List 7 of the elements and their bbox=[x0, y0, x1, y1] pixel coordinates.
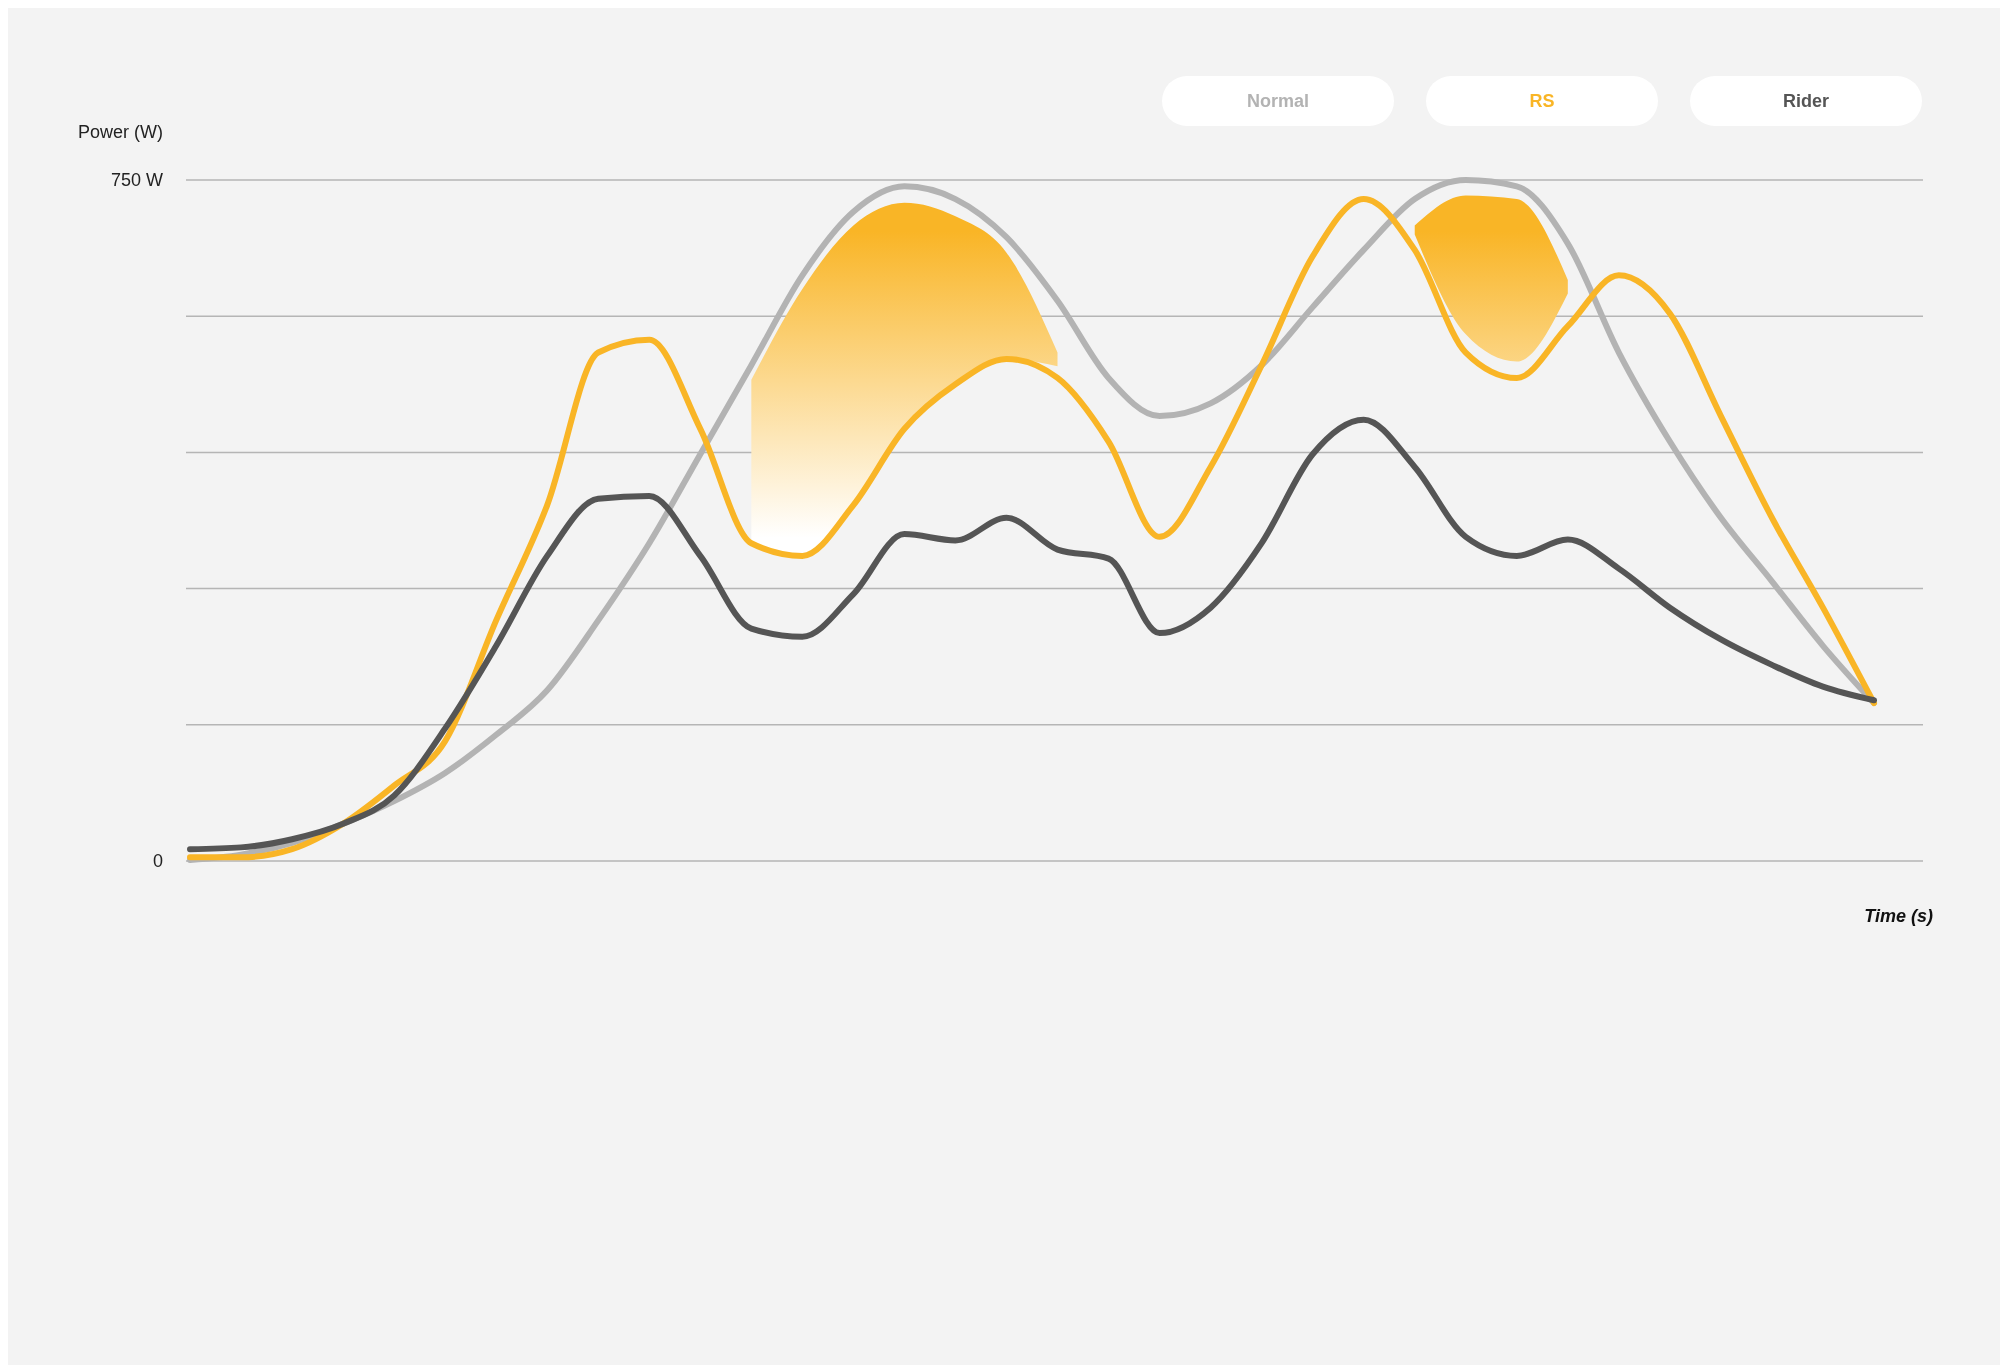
y-axis-title: Power (W) bbox=[78, 122, 163, 142]
text: RS bbox=[1529, 91, 1555, 112]
text: Normal bbox=[1246, 91, 1310, 112]
y-tick-label: 750 W bbox=[110, 170, 163, 191]
text: Rider bbox=[1782, 91, 1830, 112]
y-tick-label: 0 bbox=[152, 851, 163, 872]
x-axis-title: Time (s) bbox=[1864, 906, 1933, 926]
